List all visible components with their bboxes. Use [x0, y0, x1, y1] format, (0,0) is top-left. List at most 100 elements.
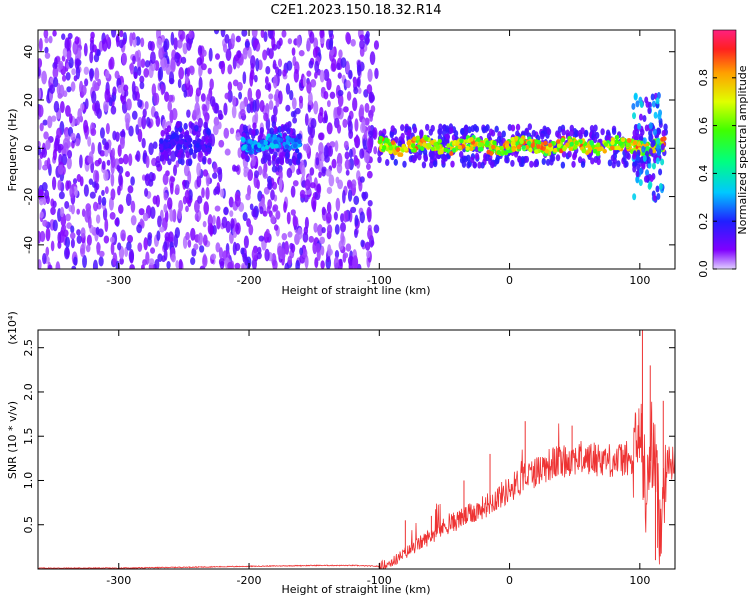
heatmap-cell	[273, 105, 278, 117]
heatmap-cell	[334, 224, 340, 235]
heatmap-cell	[51, 115, 57, 122]
heatmap-cell	[459, 151, 464, 159]
heatmap-cell	[163, 248, 168, 261]
heatmap-cell	[47, 115, 53, 129]
heatmap-cell	[216, 215, 221, 230]
heatmap-cell	[105, 69, 110, 79]
heatmap-cell	[275, 157, 281, 165]
heatmap-cell	[323, 68, 330, 82]
heatmap-cell	[152, 141, 158, 150]
heatmap-cell	[291, 47, 296, 56]
heatmap-cell	[62, 47, 68, 58]
heatmap-cell	[516, 144, 521, 150]
heatmap-cell	[110, 242, 115, 256]
heatmap-cell	[479, 146, 484, 152]
heatmap-cell	[234, 262, 241, 269]
heatmap-cell	[171, 133, 176, 138]
heatmap-cell	[632, 129, 637, 137]
heatmap-cell	[296, 168, 301, 176]
heatmap-cell	[139, 81, 145, 90]
heatmap-cell	[319, 236, 325, 245]
heatmap-cell	[424, 136, 429, 142]
heatmap-cell	[150, 51, 156, 64]
heatmap-cell	[304, 179, 311, 191]
heatmap-cell	[145, 116, 151, 127]
heatmap-cell	[151, 83, 157, 97]
heatmap-cell	[334, 249, 340, 259]
heatmap-cell	[143, 67, 150, 78]
heatmap-cell	[109, 236, 115, 243]
heatmap-cell	[616, 160, 621, 168]
colorbar-tick-label: 0.0	[697, 260, 710, 278]
heatmap-cell	[214, 205, 221, 212]
heatmap-cell	[281, 248, 286, 260]
heatmap-cell	[318, 171, 322, 179]
heatmap-cell	[38, 230, 42, 244]
heatmap-cell	[304, 216, 309, 230]
heatmap-cell	[205, 187, 210, 200]
heatmap-cell	[207, 138, 212, 143]
heatmap-cell	[443, 147, 448, 153]
heatmap-cell	[118, 173, 123, 186]
heatmap-cell	[331, 158, 337, 169]
heatmap-cell	[262, 49, 268, 61]
heatmap-cell	[271, 154, 277, 162]
heatmap-cell	[470, 156, 475, 164]
heatmap-cell	[472, 123, 478, 131]
heatmap-cell	[65, 72, 71, 81]
heatmap-cell	[197, 117, 203, 129]
heatmap-cell	[469, 136, 474, 142]
heatmap-cell	[344, 159, 351, 170]
heatmap-cell	[260, 30, 265, 38]
heatmap-cell	[129, 264, 135, 269]
heatmap-cell	[243, 235, 249, 249]
heatmap-cell	[377, 156, 382, 164]
heatmap-cell	[95, 170, 100, 184]
heatmap-cell	[213, 116, 220, 127]
heatmap-cell	[157, 215, 162, 228]
heatmap-cell	[142, 212, 149, 222]
heatmap-cell	[183, 89, 188, 98]
heatmap-cell	[340, 57, 347, 69]
heatmap-cell	[321, 206, 326, 216]
heatmap-cell	[309, 182, 316, 189]
heatmap-cell	[278, 177, 283, 191]
heatmap-cell	[170, 31, 175, 46]
colorbar-tick-label: 0.2	[697, 212, 710, 230]
heatmap-cell	[155, 115, 161, 127]
heatmap-cell	[287, 255, 293, 266]
heatmap-cell	[136, 224, 143, 234]
heatmap-cell	[476, 137, 481, 142]
heatmap-cell	[281, 232, 288, 241]
heatmap-cell	[292, 117, 298, 124]
heatmap-cell	[120, 229, 126, 241]
heatmap-cell	[167, 100, 173, 112]
heatmap-cell	[459, 138, 464, 144]
heatmap-cell	[197, 150, 204, 163]
heatmap-cell	[179, 139, 184, 145]
heatmap-cell	[233, 165, 240, 172]
heatmap-cell	[625, 142, 630, 148]
heatmap-cell	[650, 93, 655, 101]
heatmap-cell	[177, 39, 183, 49]
heatmap-cell	[140, 58, 146, 68]
heatmap-cell	[202, 155, 207, 163]
heatmap-cell	[76, 208, 81, 215]
heatmap-cell	[656, 92, 661, 100]
snr-axes: -300 -200 -100 0 100 0.5 1.0 1.5 2.0 2.5	[22, 330, 675, 587]
heatmap-cell	[373, 224, 380, 234]
heatmap-cell	[338, 49, 343, 59]
heatmap-cell	[52, 148, 57, 161]
heatmap-cell	[283, 201, 287, 213]
heatmap-cell	[99, 127, 105, 139]
heatmap-cell	[212, 215, 216, 225]
heatmap-cell	[214, 103, 220, 114]
heatmap-cell	[345, 31, 351, 44]
heatmap-cell	[342, 189, 346, 204]
heatmap-cell	[364, 117, 370, 126]
heatmap-cell	[390, 140, 396, 146]
heatmap-cell	[103, 235, 110, 244]
heatmap-cell	[65, 247, 70, 259]
heatmap-cell	[45, 227, 51, 242]
spectrogram-ytick-label: -20	[22, 188, 35, 206]
